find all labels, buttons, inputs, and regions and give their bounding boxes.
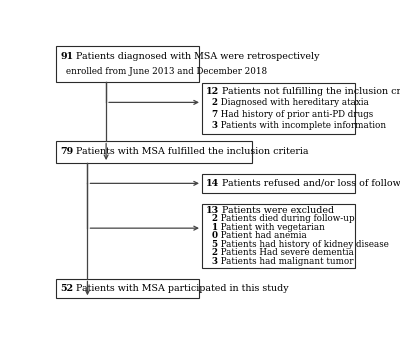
Text: 2: 2 xyxy=(212,214,218,223)
Text: Patients with MSA participated in this study: Patients with MSA participated in this s… xyxy=(73,284,289,293)
FancyBboxPatch shape xyxy=(56,46,199,81)
Text: Patients had malignant tumor: Patients had malignant tumor xyxy=(218,257,353,266)
FancyBboxPatch shape xyxy=(56,141,252,163)
Text: 0: 0 xyxy=(212,232,218,240)
Text: Patients had history of kidney disease: Patients had history of kidney disease xyxy=(218,240,388,249)
Text: 12: 12 xyxy=(206,87,219,96)
Text: 3: 3 xyxy=(212,257,218,266)
Text: 2: 2 xyxy=(212,98,218,107)
Text: 14: 14 xyxy=(206,179,219,188)
Text: Patients with MSA fulfilled the inclusion criteria: Patients with MSA fulfilled the inclusio… xyxy=(73,147,309,157)
Text: Patient with vegetarian: Patient with vegetarian xyxy=(218,223,324,232)
Text: Patients Had severe dementia: Patients Had severe dementia xyxy=(218,248,353,257)
Text: 1: 1 xyxy=(212,223,218,232)
Text: enrolled from June 2013 and December 2018: enrolled from June 2013 and December 201… xyxy=(66,67,267,76)
Text: 79: 79 xyxy=(60,147,73,157)
Text: 52: 52 xyxy=(60,284,73,293)
Text: Patients were excluded: Patients were excluded xyxy=(219,206,334,215)
Text: Patients died during follow-up: Patients died during follow-up xyxy=(218,214,354,223)
FancyBboxPatch shape xyxy=(56,279,199,298)
Text: Patient had anemia: Patient had anemia xyxy=(218,232,306,240)
Text: Patients refused and/or loss of follow-up: Patients refused and/or loss of follow-u… xyxy=(219,179,400,188)
Text: 2: 2 xyxy=(212,248,218,257)
Text: 91: 91 xyxy=(60,52,73,61)
Text: Patients not fulfilling the inclusion criteria: Patients not fulfilling the inclusion cr… xyxy=(219,87,400,96)
FancyBboxPatch shape xyxy=(202,83,355,134)
FancyBboxPatch shape xyxy=(202,204,355,268)
Text: Patients diagnosed with MSA were retrospectively: Patients diagnosed with MSA were retrosp… xyxy=(73,52,320,61)
Text: Diagnosed with hereditary ataxia: Diagnosed with hereditary ataxia xyxy=(218,98,368,107)
Text: 7: 7 xyxy=(212,110,218,119)
Text: Had history of prior anti-PD drugs: Had history of prior anti-PD drugs xyxy=(218,110,373,119)
Text: 13: 13 xyxy=(206,206,219,215)
Text: 3: 3 xyxy=(212,121,218,130)
Text: Patients with incomplete information: Patients with incomplete information xyxy=(218,121,386,130)
Text: 5: 5 xyxy=(212,240,218,249)
FancyBboxPatch shape xyxy=(202,174,355,193)
